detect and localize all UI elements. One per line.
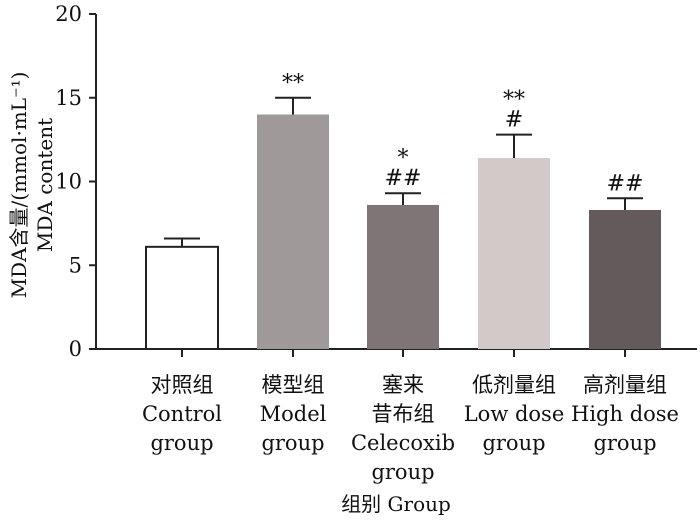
x-tick-label: Control bbox=[142, 402, 222, 426]
y-axis-label-line1: MDA含量/(mmol·mL⁻¹) bbox=[7, 72, 31, 299]
significance-marker: * bbox=[398, 146, 409, 171]
y-tick-label: 20 bbox=[55, 2, 82, 26]
significance-marker: ## bbox=[385, 166, 422, 191]
bar bbox=[367, 204, 439, 349]
x-tick-label: Celecoxib bbox=[351, 431, 455, 455]
y-tick-label: 5 bbox=[69, 253, 82, 277]
significance-marker: ** bbox=[282, 71, 304, 96]
x-tick-label: group bbox=[482, 431, 545, 455]
bar bbox=[589, 209, 661, 349]
x-tick-label: 低剂量组 bbox=[472, 373, 556, 397]
x-tick-label: Low dose bbox=[464, 402, 565, 426]
x-tick-label: group bbox=[261, 431, 324, 455]
bar bbox=[478, 158, 550, 349]
y-tick-label: 10 bbox=[55, 170, 82, 194]
significance-marker: ## bbox=[607, 171, 644, 196]
bars bbox=[145, 96, 661, 350]
significance-marker: # bbox=[505, 108, 523, 133]
bar bbox=[257, 114, 329, 349]
x-tick-label: 模型组 bbox=[262, 373, 325, 397]
x-axis-title: 组别 Group bbox=[341, 492, 451, 516]
x-tick-label: group bbox=[371, 460, 434, 484]
significance-marker: ** bbox=[503, 88, 525, 113]
y-tick-label: 0 bbox=[69, 337, 82, 361]
y-axis-label-line2: MDA content bbox=[33, 118, 57, 252]
x-tick-label: 对照组 bbox=[151, 373, 214, 397]
x-tick-label: group bbox=[150, 431, 213, 455]
x-tick-label: group bbox=[593, 431, 656, 455]
y-tick-label: 15 bbox=[55, 86, 82, 110]
x-tick-label: High dose bbox=[571, 402, 679, 426]
x-tick-label: Model bbox=[260, 402, 327, 426]
x-tick-label: 高剂量组 bbox=[583, 373, 667, 397]
labels: 对照组Controlgroup**模型组Modelgroup##*塞来昔布组Ce… bbox=[142, 71, 679, 484]
x-tick-label: 昔布组 bbox=[372, 402, 435, 426]
bar bbox=[145, 245, 219, 350]
x-tick-label: 塞来 bbox=[382, 373, 424, 397]
